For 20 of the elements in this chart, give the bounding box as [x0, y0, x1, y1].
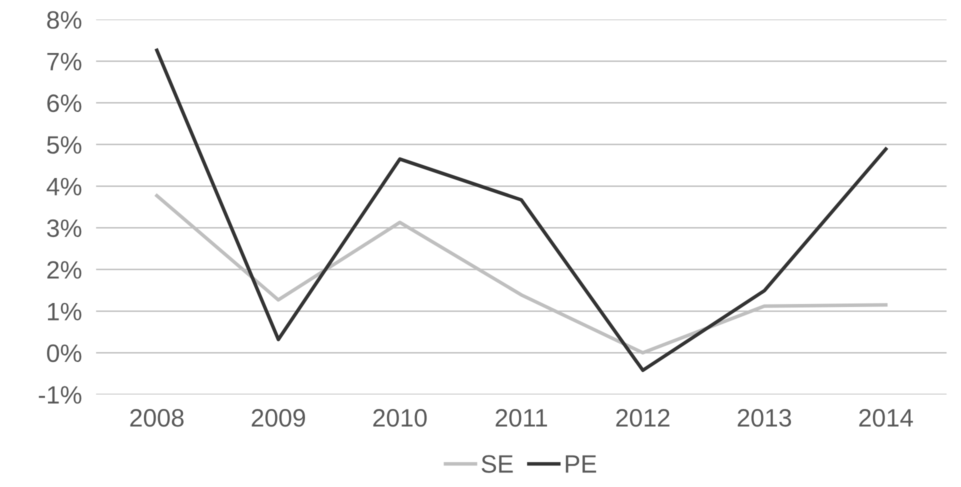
legend-label: PE — [566, 455, 596, 473]
y-tick-label: 1% — [48, 302, 82, 320]
y-tick-label: 8% — [47, 11, 82, 29]
y-tick-label: 5% — [47, 136, 82, 154]
x-tick-label: 2010 — [373, 409, 427, 427]
line-series — [155, 48, 888, 372]
y-tick-label: -1% — [38, 386, 82, 404]
y-tick-label: 0% — [47, 344, 82, 362]
y-tick-label: 3% — [47, 219, 82, 238]
x-tick-label: 2008 — [130, 409, 184, 427]
x-tick-label: 2012 — [616, 409, 670, 427]
legend-label: SE — [482, 455, 513, 473]
x-tick-label: 2014 — [859, 409, 913, 427]
x-tick-label: 2009 — [252, 409, 305, 427]
x-tick-label: 2011 — [496, 409, 548, 427]
x-tick-label: 2013 — [738, 409, 792, 427]
y-tick-label: 7% — [47, 52, 82, 70]
y-tick-label: 2% — [47, 261, 82, 279]
y-tick-label: 4% — [46, 178, 82, 196]
y-tick-label: 6% — [47, 94, 82, 112]
